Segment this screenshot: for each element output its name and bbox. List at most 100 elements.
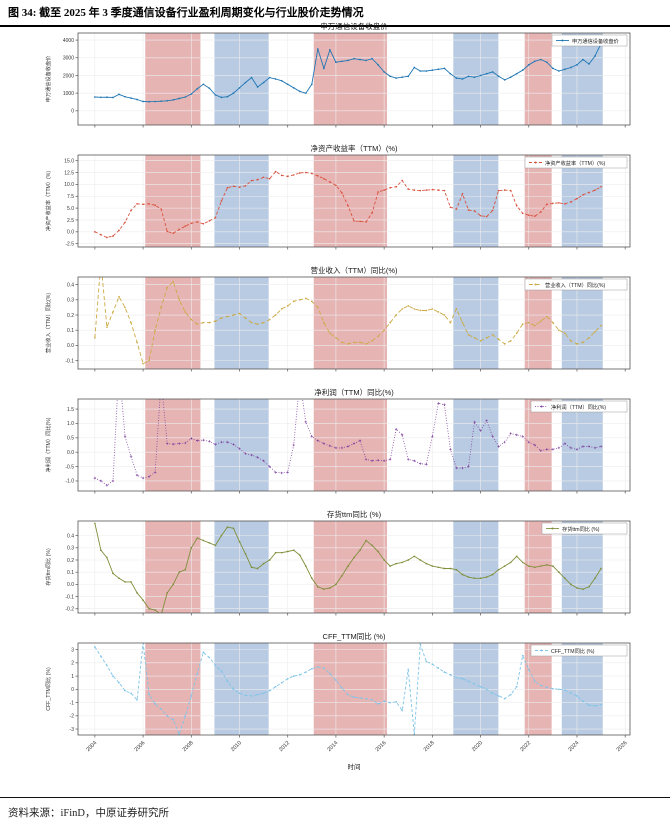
data-marker [238,186,241,189]
data-marker [401,561,404,564]
data-marker [232,92,235,95]
data-marker [220,534,223,537]
data-marker [533,215,536,218]
data-marker [94,230,96,233]
data-marker [250,321,253,324]
x-tick-label: 2018 [423,740,436,753]
data-marker [268,689,271,692]
data-marker [491,573,494,576]
data-marker [503,697,506,700]
data-marker [244,81,247,84]
data-marker [106,96,108,99]
data-marker [564,68,566,71]
data-marker [190,437,193,440]
data-marker [106,556,108,559]
data-marker [473,577,476,580]
y-tick-label: 1.0 [67,421,74,427]
data-marker [226,95,229,98]
data-marker [214,320,217,322]
series-group [94,277,602,365]
data-marker [238,86,241,89]
data-marker [491,692,494,695]
data-marker [262,176,265,179]
data-marker [413,459,416,463]
data-marker [545,61,548,64]
data-marker [497,75,500,78]
data-marker [130,692,132,695]
legend-label: 净利润（TTM）同比(%) [551,403,606,411]
legend-marker-sample [551,527,554,530]
data-marker [389,75,392,78]
data-marker [268,559,271,561]
data-marker [352,442,356,445]
data-marker [353,57,355,60]
data-marker [244,184,247,187]
data-marker [136,592,138,594]
data-marker [377,63,379,66]
data-marker [419,462,422,465]
panel-2-chart: -2.5 0.0 2.5 5.0 7.5 10.0 12.5 15.0 净资产收益率（TTM）(… [44,143,631,250]
data-marker [401,433,404,437]
data-marker [581,445,585,448]
data-marker [208,321,211,324]
data-marker [552,687,554,690]
data-marker [335,583,337,586]
data-marker [329,181,331,183]
data-marker [124,221,126,224]
data-marker [172,280,175,283]
data-marker [196,323,199,325]
data-marker [135,473,139,477]
data-marker [160,306,163,309]
data-marker [401,709,404,712]
panel-title: 净资产收益率（TTM）(%) [310,143,398,153]
data-marker [280,471,283,475]
panel-title: 申万通信设备收盘价 [320,21,388,31]
data-marker [419,309,422,312]
data-marker [533,324,536,327]
data-marker [437,566,440,569]
data-marker [154,703,156,705]
y-tick-label: 3 [71,647,74,653]
data-marker [184,714,187,717]
data-marker [111,479,115,483]
data-marker [148,100,150,103]
data-marker [401,76,404,79]
panel-4-chart: -1.0 -0.5 0.0 0.5 1.0 1.5 净利润（TTM）同比(%) 净利润（TTM… [44,387,631,494]
data-marker [383,559,385,561]
data-marker [485,688,488,691]
data-marker [323,667,325,670]
data-marker [208,220,211,222]
data-marker [425,463,428,466]
y-tick-label: 2 [71,661,74,667]
data-marker [545,564,548,566]
data-marker [497,338,500,341]
data-marker [232,443,235,446]
data-marker [172,718,175,721]
data-marker [274,685,277,688]
data-marker [371,699,373,701]
data-marker [552,565,554,567]
y-tick-label: 12.5 [64,170,74,176]
legend-label: CFF_TTM同比 (%) [551,647,595,655]
data-marker [407,668,410,671]
data-marker [280,551,283,554]
legend-label: 申万通信设备收盘价 [572,37,620,45]
data-marker [564,689,566,691]
y-axis-label: CFF_TTM同比 (%) [44,667,52,711]
data-marker [94,646,96,648]
data-marker [106,664,108,667]
data-marker [582,58,584,61]
panel-1-chart: 01000200030004000申万通信设备收盘价申万通信设备收盘价申万通信设… [44,21,631,128]
cycle-band-red [524,33,552,125]
data-marker [286,83,289,86]
data-marker [431,188,434,191]
data-marker [449,321,452,324]
data-marker [376,459,380,462]
y-tick-label: -0.1 [65,358,74,364]
data-marker [449,567,452,570]
data-marker [394,427,398,431]
data-marker [539,684,542,687]
data-marker [588,336,590,339]
data-marker [365,539,367,542]
data-marker [244,694,247,697]
